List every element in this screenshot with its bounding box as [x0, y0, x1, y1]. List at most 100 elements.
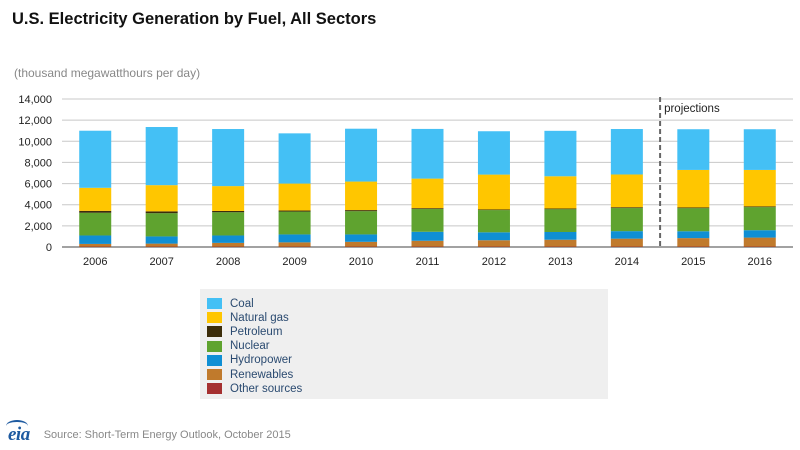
- footer: eia Source: Short-Term Energy Outlook, O…: [6, 420, 291, 446]
- eia-logo: eia: [6, 420, 30, 446]
- bar-nuclear-2010: [345, 211, 378, 235]
- projection-label: projections: [664, 103, 720, 115]
- bar-petroleum-2010: [345, 210, 378, 212]
- y-axis-units-label: (thousand megawatthours per day): [14, 66, 201, 80]
- bar-renewables-2008: [212, 242, 245, 247]
- bar-natural-gas-2010: [345, 181, 378, 211]
- bar-hydropower-2008: [212, 235, 245, 243]
- bar-petroleum-2008: [212, 210, 245, 213]
- legend-swatch: [207, 326, 222, 338]
- bar-petroleum-2007: [145, 211, 178, 214]
- bar-natural-gas-2009: [278, 183, 311, 211]
- bar-renewables-2009: [278, 242, 311, 247]
- bar-coal-2007: [145, 127, 178, 186]
- bar-natural-gas-2015: [677, 169, 710, 208]
- x-tick-label: 2007: [149, 256, 173, 268]
- bars: [79, 127, 776, 247]
- legend-item-renewables: Renewables: [207, 368, 293, 381]
- bar-coal-2010: [345, 128, 378, 182]
- bar-nuclear-2013: [544, 209, 577, 232]
- legend-item-nuclear: Nuclear: [207, 340, 270, 353]
- bar-hydropower-2011: [411, 231, 444, 241]
- legend-swatch: [207, 340, 222, 352]
- bar-petroleum-2011: [411, 208, 444, 210]
- bar-natural-gas-2007: [145, 185, 178, 212]
- x-tick-label: 2009: [282, 256, 306, 268]
- bar-hydropower-2015: [677, 231, 710, 239]
- y-tick-label: 12,000: [18, 115, 52, 127]
- bar-nuclear-2011: [411, 209, 444, 232]
- bar-natural-gas-2013: [544, 176, 577, 209]
- bar-coal-2009: [278, 133, 311, 184]
- bar-hydropower-2012: [477, 232, 510, 241]
- bar-nuclear-2008: [212, 212, 245, 236]
- eia-logo-arc: [6, 420, 28, 432]
- bar-petroleum-2012: [477, 209, 510, 211]
- x-tick-label: 2010: [349, 256, 373, 268]
- y-tick-label: 14,000: [18, 94, 52, 106]
- bar-coal-2011: [411, 128, 444, 179]
- bar-hydropower-2014: [610, 231, 643, 239]
- bar-hydropower-2010: [345, 234, 378, 242]
- bar-coal-2015: [677, 129, 710, 170]
- legend-label: Nuclear: [230, 340, 270, 353]
- bar-coal-2013: [544, 130, 577, 177]
- bar-nuclear-2012: [477, 210, 510, 233]
- bar-nuclear-2016: [743, 207, 776, 231]
- bar-coal-2008: [212, 129, 245, 187]
- bar-petroleum-2016: [743, 206, 776, 208]
- legend-item-coal: Coal: [207, 297, 254, 310]
- bar-coal-2014: [610, 129, 643, 175]
- x-tick-label: 2011: [416, 256, 440, 268]
- x-tick-label: 2013: [548, 256, 572, 268]
- bar-petroleum-2009: [278, 210, 311, 212]
- bar-hydropower-2016: [743, 230, 776, 238]
- y-tick-label: 6,000: [24, 179, 52, 191]
- bar-nuclear-2014: [610, 208, 643, 232]
- legend-swatch: [207, 383, 222, 395]
- source-note: Source: Short-Term Energy Outlook, Octob…: [43, 429, 291, 441]
- bar-renewables-2007: [145, 243, 178, 247]
- legend-swatch: [207, 354, 222, 366]
- x-tick-label: 2016: [748, 256, 772, 268]
- bar-renewables-2012: [477, 240, 510, 247]
- legend-label: Coal: [230, 297, 254, 310]
- bar-nuclear-2015: [677, 208, 710, 232]
- legend-swatch: [207, 312, 222, 324]
- bar-coal-2016: [743, 129, 776, 170]
- legend-label: Petroleum: [230, 325, 283, 338]
- bar-nuclear-2009: [278, 211, 311, 235]
- legend-label: Natural gas: [230, 311, 289, 324]
- bar-renewables-2015: [677, 238, 710, 247]
- legend-label: Hydropower: [230, 354, 292, 367]
- y-tick-label: 2,000: [24, 221, 52, 233]
- bar-natural-gas-2006: [79, 187, 112, 211]
- legend-item-other-sources: Other sources: [207, 382, 302, 395]
- legend-swatch: [207, 298, 222, 309]
- axis-labels: 0 2,000 4,000 6,000 8,000 10,000 12,000 14,000 2…: [18, 94, 772, 268]
- bar-hydropower-2007: [145, 236, 178, 244]
- legend: Coal Natural gas Petroleum Nuclear Hydropowe…: [200, 289, 608, 399]
- bar-nuclear-2006: [79, 212, 112, 236]
- y-tick-label: 4,000: [24, 200, 52, 212]
- bar-natural-gas-2016: [743, 169, 776, 207]
- y-tick-label: 8,000: [24, 157, 52, 169]
- bar-coal-2006: [79, 130, 112, 188]
- chart-title: U.S. Electricity Generation by Fuel, All…: [12, 10, 377, 28]
- x-tick-label: 2015: [681, 256, 705, 268]
- bar-renewables-2016: [743, 237, 776, 247]
- bar-renewables-2011: [411, 240, 444, 247]
- bar-nuclear-2007: [145, 213, 178, 237]
- bar-natural-gas-2014: [610, 174, 643, 208]
- bar-petroleum-2006: [79, 210, 112, 213]
- bar-petroleum-2015: [677, 207, 710, 209]
- x-tick-label: 2012: [482, 256, 506, 268]
- legend-item-hydropower: Hydropower: [207, 354, 292, 367]
- bar-natural-gas-2008: [212, 186, 245, 211]
- bar-renewables-2006: [79, 243, 112, 247]
- bar-hydropower-2009: [278, 234, 311, 243]
- bar-renewables-2014: [610, 238, 643, 247]
- bar-petroleum-2013: [544, 208, 577, 210]
- bar-hydropower-2013: [544, 231, 577, 240]
- bar-coal-2012: [477, 131, 510, 175]
